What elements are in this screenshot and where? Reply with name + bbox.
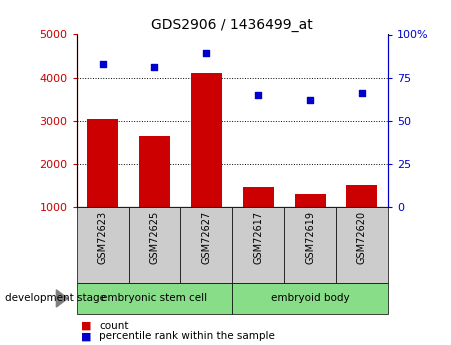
Point	[307, 97, 314, 103]
Title: GDS2906 / 1436499_at: GDS2906 / 1436499_at	[152, 18, 313, 32]
Text: percentile rank within the sample: percentile rank within the sample	[99, 332, 275, 341]
Text: ■: ■	[81, 332, 92, 341]
Bar	[232, 283, 388, 314]
Bar	[295, 195, 326, 207]
Point	[151, 65, 158, 70]
Bar	[129, 207, 180, 283]
Polygon shape	[56, 290, 68, 307]
Text: GSM72617: GSM72617	[253, 211, 263, 264]
Text: embryoid body: embryoid body	[271, 294, 350, 303]
Bar	[232, 207, 284, 283]
Bar	[87, 119, 118, 207]
Point	[99, 61, 106, 67]
Text: GSM72623: GSM72623	[97, 211, 108, 264]
Text: GSM72627: GSM72627	[201, 211, 212, 264]
Text: GSM72620: GSM72620	[357, 211, 367, 264]
Bar	[336, 207, 388, 283]
Point	[254, 92, 262, 98]
Text: GSM72625: GSM72625	[149, 211, 160, 264]
Bar	[139, 136, 170, 207]
Text: development stage: development stage	[5, 294, 106, 303]
Bar	[77, 207, 129, 283]
Bar	[346, 185, 377, 207]
Bar	[243, 187, 274, 207]
Text: embryonic stem cell: embryonic stem cell	[101, 294, 207, 303]
Text: ■: ■	[81, 321, 92, 331]
Bar	[284, 207, 336, 283]
Bar	[191, 73, 222, 207]
Bar	[77, 283, 232, 314]
Bar	[180, 207, 232, 283]
Text: GSM72619: GSM72619	[305, 211, 315, 264]
Point	[202, 51, 210, 56]
Point	[358, 90, 365, 96]
Text: count: count	[99, 321, 129, 331]
